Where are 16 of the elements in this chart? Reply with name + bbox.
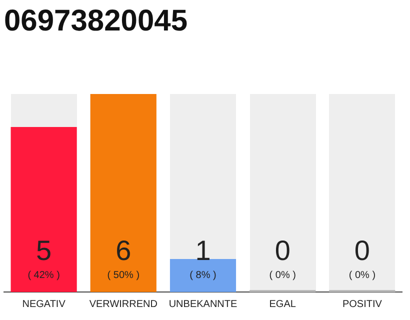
x-tick-label: UNBEKANNTE <box>168 298 238 310</box>
annotation: ( 42% ) <box>28 270 60 281</box>
data-label: 0 <box>274 235 290 266</box>
annotation: ( 0% ) <box>348 270 376 281</box>
x-tick-label: VERWIRREND <box>89 298 158 310</box>
x-tick-label: POSITIV <box>342 298 382 310</box>
annotation: ( 50% ) <box>107 270 140 281</box>
data-label: 0 <box>354 235 370 266</box>
data-label: 6 <box>116 235 132 266</box>
annotation: ( 0% ) <box>269 270 296 281</box>
chart-title: 06973820045 <box>4 4 188 38</box>
x-tick-label: NEGATIV <box>22 298 66 310</box>
data-label: 5 <box>36 235 52 266</box>
data-label: 1 <box>195 235 211 266</box>
annotation: ( 8% ) <box>190 270 216 281</box>
x-tick-label: EGAL <box>269 298 296 310</box>
